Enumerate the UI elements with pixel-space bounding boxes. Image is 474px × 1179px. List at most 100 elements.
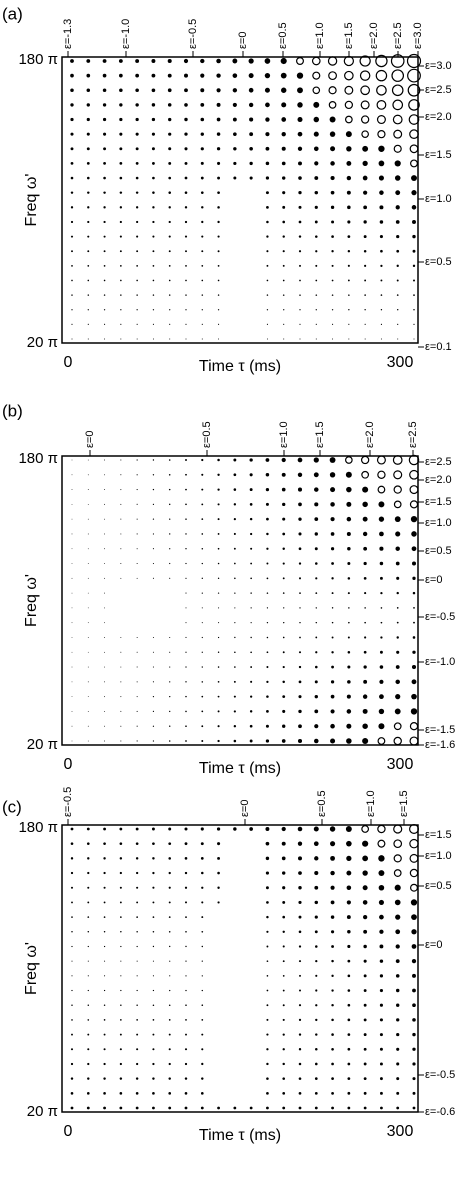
dot [185,488,187,491]
dot [168,264,171,267]
dot [412,973,416,978]
dot [120,916,122,918]
dot [250,636,252,639]
dot [409,485,419,495]
dot [412,591,416,595]
dot [299,974,301,977]
dot [104,459,106,461]
x-left-label: 0 [64,1123,73,1140]
dot [200,73,205,78]
dot [298,695,302,699]
dot [168,117,172,122]
dot [397,309,399,311]
dot [282,989,285,992]
dot [87,975,89,977]
dot [360,455,370,465]
dot [135,88,139,93]
dot [266,517,269,521]
dot [234,666,236,668]
dot [119,1062,122,1066]
dot [297,146,303,151]
right-eps-label: ε=-1.5 [425,724,455,736]
dot [185,916,187,919]
dot [314,532,318,536]
dot [103,916,106,918]
dot [314,738,319,744]
dot [233,147,237,151]
dot [282,562,285,565]
dot [331,294,334,296]
dot [151,59,156,63]
dot [395,205,400,210]
dot [363,249,367,253]
dot [200,1092,204,1095]
dot [136,636,138,638]
dot [71,666,73,668]
dot [250,532,253,536]
dot [104,489,106,491]
dot [282,724,286,728]
dot [346,885,352,891]
dot [363,1003,367,1007]
dot [298,989,302,992]
dot [363,576,367,580]
dot [363,1091,367,1095]
dot [217,547,220,550]
dot [331,250,334,253]
dot [348,294,350,296]
dot [248,102,254,108]
dot [328,71,337,81]
dot [184,827,188,831]
dot [330,694,335,699]
dot [152,1106,155,1110]
dot [299,338,301,340]
dot [168,740,171,742]
dot [86,88,91,93]
dot [70,59,74,63]
dot [282,974,285,977]
dot [152,503,155,505]
dot [363,190,368,195]
dot [298,517,302,521]
dot [185,740,187,742]
dot [379,650,383,654]
dot [152,323,155,325]
dot [298,220,302,224]
dot [184,901,188,904]
dot [151,132,155,136]
top-eps-label: ε=2.0 [368,22,380,49]
dot [104,651,106,653]
dot [298,1077,302,1080]
right-eps-label: ε=2.5 [425,456,452,468]
dot [87,857,90,860]
dot [119,147,123,151]
dot [233,695,236,698]
dot [363,650,367,654]
top-eps-label: ε=0 [239,800,251,817]
dot [265,473,270,477]
dot [103,132,107,136]
dot [119,886,122,889]
dot [120,323,122,325]
dot [217,323,220,325]
dot [346,915,351,920]
dot [104,577,106,579]
dot [249,176,253,180]
dot [297,87,303,94]
dot [298,1048,302,1051]
dot [282,279,285,282]
dot [71,916,73,918]
dot [232,117,237,122]
dot [233,680,236,683]
dot [380,621,383,624]
dot [410,708,418,715]
dot [297,131,303,137]
dot [185,279,187,282]
dot [380,1091,383,1095]
dot [379,929,384,934]
dot [152,338,154,340]
dot [379,235,383,239]
dot [314,871,319,876]
dot [409,853,419,863]
y-top-label: 180 π [18,819,58,836]
